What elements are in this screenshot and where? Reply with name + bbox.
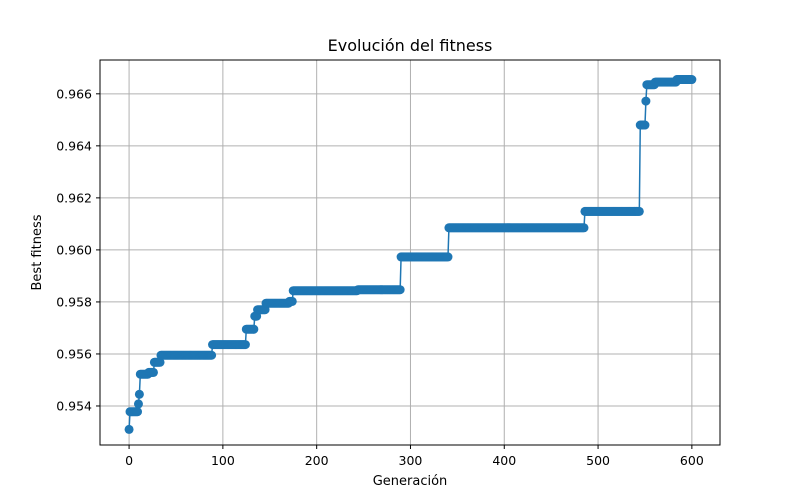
data-point <box>240 340 250 350</box>
data-point <box>634 206 644 216</box>
x-tick-label: 200 <box>305 453 329 468</box>
y-tick-label: 0.954 <box>56 398 92 413</box>
data-point <box>641 96 651 106</box>
y-axis-label: Best fitness <box>30 214 45 290</box>
data-point <box>155 357 165 367</box>
y-tick-label: 0.956 <box>56 346 92 361</box>
data-point <box>133 399 143 409</box>
grid-lines <box>100 60 720 445</box>
data-point <box>579 223 589 233</box>
y-tick-label: 0.960 <box>56 242 92 257</box>
x-tick-label: 300 <box>399 453 423 468</box>
data-point <box>287 296 297 306</box>
x-tick-label: 100 <box>211 453 235 468</box>
x-tick-label: 600 <box>680 453 704 468</box>
data-point <box>134 389 144 399</box>
data-point <box>640 120 650 130</box>
y-tick-label: 0.964 <box>56 138 92 153</box>
data-point <box>443 252 453 262</box>
data-point <box>133 407 143 417</box>
series-fitness <box>124 75 697 434</box>
y-tick-label: 0.966 <box>56 86 92 101</box>
x-tick-label: 400 <box>492 453 516 468</box>
y-tick-label: 0.958 <box>56 294 92 309</box>
x-tick-label: 500 <box>586 453 610 468</box>
data-point <box>148 367 158 377</box>
x-tick-label: 0 <box>125 453 133 468</box>
axis-ticks: 0 100 200 300 400 500 600 0.954 0.956 0.958 0.960 0… <box>56 86 704 468</box>
data-point <box>207 350 217 360</box>
chart-title: Evolución del fitness <box>328 36 493 55</box>
data-point <box>124 424 134 434</box>
x-axis-label: Generación <box>373 474 448 489</box>
data-point <box>395 285 405 295</box>
data-point <box>249 324 259 334</box>
data-point <box>687 75 697 85</box>
y-tick-label: 0.962 <box>56 190 92 205</box>
